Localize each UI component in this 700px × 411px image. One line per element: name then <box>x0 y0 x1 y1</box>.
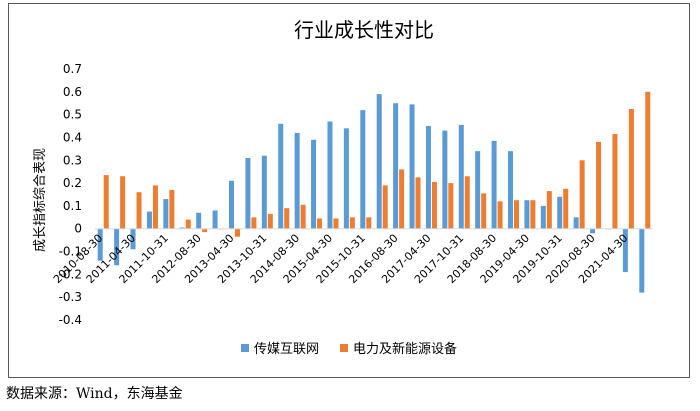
bar-power <box>546 191 552 229</box>
source-note: 数据来源：Wind，东海基金 <box>6 386 183 402</box>
bar-media <box>557 196 563 229</box>
bar-media <box>97 228 103 261</box>
bar-media <box>261 155 267 229</box>
bar-media <box>458 124 464 229</box>
bar-media <box>360 110 366 229</box>
bar-media <box>573 217 579 229</box>
legend-label-power: 电力及新能源设备 <box>353 341 457 357</box>
bar-media <box>442 130 448 229</box>
bar-power <box>284 208 290 229</box>
bar-power <box>382 185 388 229</box>
bar-power <box>448 183 454 229</box>
bar-power <box>431 181 437 229</box>
bar-power <box>497 201 503 229</box>
chart-title: 行业成长性对比 <box>294 18 434 42</box>
bar-media <box>409 104 415 229</box>
bar-power <box>317 218 323 229</box>
bar-power <box>645 91 651 229</box>
y-tick-label: 0.4 <box>63 130 82 144</box>
plot-area: -0.4-0.3-0.2-0.100.10.20.30.40.50.60.720… <box>51 62 653 327</box>
bar-media <box>475 151 481 229</box>
y-tick-label: 0.2 <box>63 176 82 190</box>
bar-media <box>278 123 284 229</box>
bar-media <box>524 200 530 229</box>
bar-power <box>152 185 158 229</box>
bar-media <box>540 205 546 229</box>
y-tick-label: 0.7 <box>63 62 82 76</box>
bar-power <box>235 228 240 237</box>
bar-media <box>491 140 497 229</box>
bar-power <box>185 219 191 229</box>
bar-media <box>114 228 120 266</box>
bar-media <box>639 228 645 293</box>
bar-power <box>136 192 142 229</box>
y-tick-label: 0.6 <box>63 85 82 99</box>
bar-power <box>399 169 405 229</box>
bar-power <box>333 218 339 229</box>
bar-media <box>622 228 628 273</box>
chart-frame: 行业成长性对比 成长指标综合表现 -0.4 -0.3 -0.2 -0.1 0 0.1 0.2… <box>8 3 690 378</box>
y-tick-label: -0.4 <box>59 313 82 327</box>
legend-label-media: 传媒互联网 <box>254 342 319 357</box>
bar-power <box>612 134 618 229</box>
bar-power <box>267 213 273 229</box>
y-tick-label: -0.3 <box>59 290 82 304</box>
bar-power <box>300 204 306 229</box>
bar-media <box>179 227 185 229</box>
bar-power <box>464 176 470 229</box>
y-tick-label: -0.1 <box>59 245 82 259</box>
bar-power <box>349 217 355 229</box>
bar-power <box>563 188 569 229</box>
legend-swatch-media <box>241 344 249 352</box>
bar-power <box>481 193 487 229</box>
bar-power <box>628 108 634 229</box>
bar-power <box>415 177 421 229</box>
bar-media <box>163 199 169 229</box>
bar-media <box>196 212 202 229</box>
bar-power <box>579 160 585 229</box>
bar-power <box>366 217 372 229</box>
bar-chart: 行业成长性对比 成长指标综合表现 -0.4 -0.3 -0.2 -0.1 0 0.1 0.2… <box>33 18 653 357</box>
bar-media <box>311 139 317 229</box>
bar-power <box>120 176 126 229</box>
bar-media <box>376 94 382 229</box>
bar-power <box>169 189 175 229</box>
y-tick-label: 0.1 <box>63 199 82 213</box>
bar-power <box>251 217 257 229</box>
bar-media <box>425 126 431 229</box>
y-tick-label: 0.3 <box>63 153 82 167</box>
legend-swatch-power <box>340 344 348 352</box>
y-axis-label: 成长指标综合表现 <box>33 148 48 252</box>
bar-power <box>202 228 208 233</box>
bar-power <box>103 175 109 229</box>
bar-media <box>343 128 349 229</box>
legend: 传媒互联网 电力及新能源设备 <box>241 341 457 357</box>
y-tick-label: 0 <box>74 222 82 236</box>
bar-media <box>393 103 399 229</box>
bar-media <box>245 157 251 229</box>
bar-power <box>514 200 519 229</box>
bar-power <box>530 200 536 229</box>
bar-media <box>229 180 234 229</box>
bar-media <box>130 228 136 250</box>
bar-media <box>146 211 152 229</box>
y-tick-label: -0.2 <box>59 267 82 281</box>
bar-media <box>327 121 333 229</box>
bar-media <box>294 132 300 229</box>
bar-media <box>590 228 596 234</box>
bar-media <box>212 210 218 229</box>
bar-power <box>596 142 602 229</box>
bar-media <box>508 151 513 229</box>
y-tick-label: 0.5 <box>63 108 82 122</box>
